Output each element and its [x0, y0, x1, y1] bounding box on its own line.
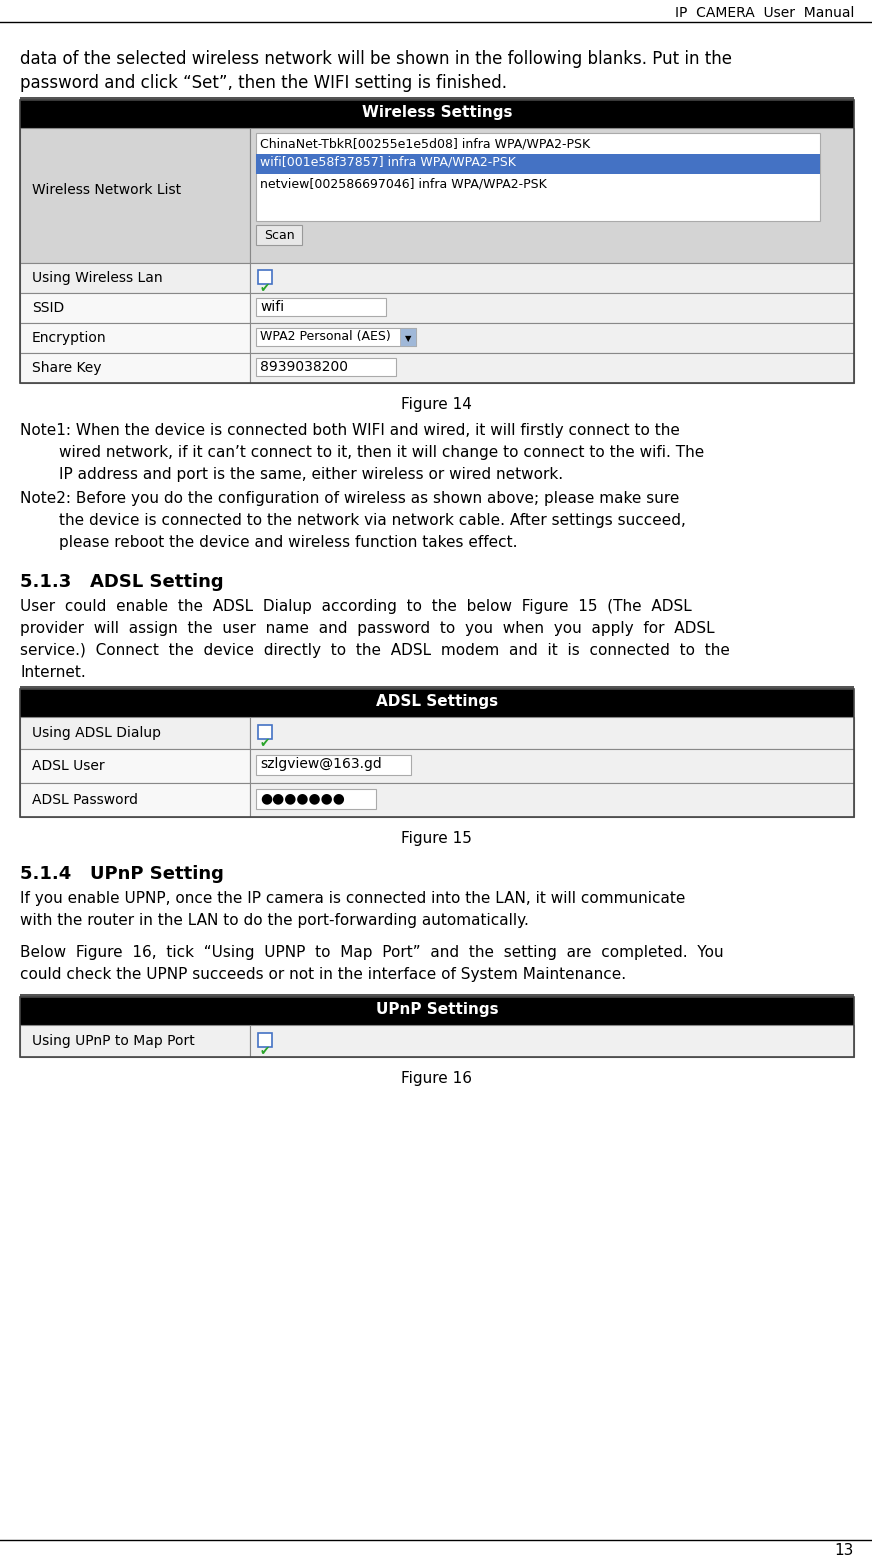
Text: Figure 14: Figure 14 — [400, 397, 472, 413]
Bar — [20, 97, 854, 100]
Text: with the router in the LAN to do the port-forwarding automatically.: with the router in the LAN to do the por… — [20, 912, 529, 928]
Text: WPA2 Personal (AES): WPA2 Personal (AES) — [260, 330, 391, 343]
Text: Below  Figure  16,  tick  “Using  UPNP  to  Map  Port”  and  the  setting  are  : Below Figure 16, tick “Using UPNP to Map… — [20, 945, 724, 961]
Text: Scan: Scan — [263, 229, 295, 241]
Text: ADSL User: ADSL User — [32, 758, 105, 772]
Bar — [250, 1025, 854, 1057]
Text: Share Key: Share Key — [32, 361, 101, 375]
Bar — [250, 293, 854, 322]
Bar — [250, 749, 854, 783]
Bar — [20, 996, 854, 1057]
Text: Figure 15: Figure 15 — [400, 831, 472, 845]
Text: Figure 16: Figure 16 — [400, 1071, 472, 1085]
Text: Wireless Network List: Wireless Network List — [32, 184, 181, 198]
Text: 13: 13 — [835, 1543, 854, 1557]
Bar — [20, 690, 854, 817]
Text: ✔: ✔ — [260, 1045, 270, 1059]
Text: ●●●●●●●: ●●●●●●● — [260, 791, 344, 805]
Bar — [20, 783, 250, 817]
Bar — [258, 269, 272, 283]
Bar — [20, 687, 854, 690]
Text: wifi: wifi — [260, 301, 284, 315]
Bar — [20, 718, 250, 749]
Text: wired network, if it can’t connect to it, then it will change to connect to the : wired network, if it can’t connect to it… — [20, 445, 705, 459]
Text: IP address and port is the same, either wireless or wired network.: IP address and port is the same, either … — [20, 467, 563, 483]
Text: 5.1.3   ADSL Setting: 5.1.3 ADSL Setting — [20, 573, 223, 592]
Text: ✔: ✔ — [260, 736, 270, 750]
Text: please reboot the device and wireless function takes effect.: please reboot the device and wireless fu… — [20, 536, 517, 550]
Bar — [256, 154, 820, 174]
Text: SSID: SSID — [32, 301, 65, 315]
Text: ADSL Settings: ADSL Settings — [376, 694, 498, 708]
Text: 5.1.4   UPnP Setting: 5.1.4 UPnP Setting — [20, 866, 224, 883]
Bar — [20, 263, 250, 293]
Text: Internet.: Internet. — [20, 665, 85, 680]
Bar — [256, 297, 386, 316]
Bar — [20, 1025, 250, 1057]
Bar — [250, 353, 854, 383]
Bar — [256, 132, 820, 221]
Text: Wireless Settings: Wireless Settings — [362, 104, 512, 120]
Text: service.)  Connect  the  device  directly  to  the  ADSL  modem  and  it  is  co: service.) Connect the device directly to… — [20, 643, 730, 659]
Bar — [250, 128, 854, 263]
Bar — [20, 128, 250, 263]
Bar — [250, 263, 854, 293]
Text: Using UPnP to Map Port: Using UPnP to Map Port — [32, 1034, 194, 1048]
Bar — [20, 996, 854, 1025]
Text: wifi[001e58f37857] infra WPA/WPA2-PSK: wifi[001e58f37857] infra WPA/WPA2-PSK — [260, 156, 516, 168]
Text: UPnP Settings: UPnP Settings — [376, 1003, 498, 1017]
Bar — [256, 755, 411, 775]
Text: Using ADSL Dialup: Using ADSL Dialup — [32, 726, 161, 740]
Text: the device is connected to the network via network cable. After settings succeed: the device is connected to the network v… — [20, 512, 686, 528]
Text: netview[002586697046] infra WPA/WPA2-PSK: netview[002586697046] infra WPA/WPA2-PSK — [260, 177, 547, 190]
Bar — [250, 783, 854, 817]
Text: szlgview@163.gd: szlgview@163.gd — [260, 757, 382, 771]
Bar — [400, 329, 416, 346]
Text: Note2: Before you do the configuration of wireless as shown above; please make s: Note2: Before you do the configuration o… — [20, 490, 679, 506]
Text: ✔: ✔ — [260, 282, 270, 294]
Bar — [258, 726, 272, 740]
Bar — [20, 100, 854, 128]
Text: 8939038200: 8939038200 — [260, 360, 348, 374]
Bar — [20, 749, 250, 783]
Text: could check the UPNP succeeds or not in the interface of System Maintenance.: could check the UPNP succeeds or not in … — [20, 967, 626, 982]
Bar — [20, 993, 854, 996]
Text: Encryption: Encryption — [32, 332, 106, 346]
Bar — [20, 100, 854, 383]
Bar — [258, 1032, 272, 1046]
Bar — [256, 226, 302, 244]
Bar — [250, 718, 854, 749]
Text: Using Wireless Lan: Using Wireless Lan — [32, 271, 162, 285]
Bar — [20, 690, 854, 718]
Text: ChinaNet-TbkR[00255e1e5d08] infra WPA/WPA2-PSK: ChinaNet-TbkR[00255e1e5d08] infra WPA/WP… — [260, 137, 590, 149]
Bar — [256, 329, 416, 346]
Text: ▼: ▼ — [405, 335, 412, 344]
Text: IP  CAMERA  User  Manual: IP CAMERA User Manual — [675, 6, 854, 20]
Text: Note1: When the device is connected both WIFI and wired, it will firstly connect: Note1: When the device is connected both… — [20, 424, 680, 438]
Text: If you enable UPNP, once the IP camera is connected into the LAN, it will commun: If you enable UPNP, once the IP camera i… — [20, 891, 685, 906]
Text: password and click “Set”, then the WIFI setting is finished.: password and click “Set”, then the WIFI … — [20, 75, 507, 92]
Bar — [256, 358, 396, 375]
Bar — [250, 322, 854, 353]
Bar — [256, 789, 376, 810]
Bar — [20, 322, 250, 353]
Text: data of the selected wireless network will be shown in the following blanks. Put: data of the selected wireless network wi… — [20, 50, 732, 69]
Text: User  could  enable  the  ADSL  Dialup  according  to  the  below  Figure  15  (: User could enable the ADSL Dialup accord… — [20, 599, 691, 613]
Text: provider  will  assign  the  user  name  and  password  to  you  when  you  appl: provider will assign the user name and p… — [20, 621, 715, 635]
Bar — [20, 353, 250, 383]
Bar — [20, 293, 250, 322]
Text: ADSL Password: ADSL Password — [32, 793, 138, 807]
